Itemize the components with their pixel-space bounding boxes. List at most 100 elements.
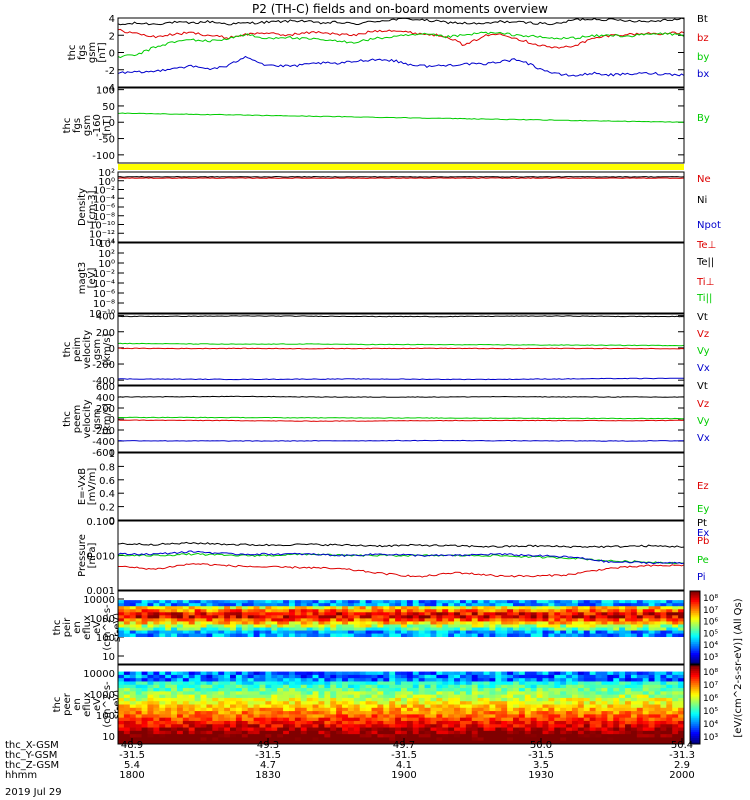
colorbar-label-0-3: 10⁵ xyxy=(703,629,718,639)
panel-fgs_dsl: thc fgs gsm -160 [nT] -100 -50 0 50 100 By xyxy=(62,86,710,164)
ylabel-peim_vel-3: gsm xyxy=(92,339,103,360)
ytick-peem_vel-5: 400 xyxy=(96,393,115,404)
colorbar-label-1-1: 10⁷ xyxy=(703,681,718,691)
xtick-0-3: 50.0 xyxy=(530,740,552,751)
xtick-2-0: 5.4 xyxy=(124,760,140,771)
ylabel-pressure-0: Pressure xyxy=(77,534,88,577)
series-pressure-1 xyxy=(118,563,685,578)
ytick-density-4: 10⁻⁶ xyxy=(93,203,115,214)
legend-efield-0: Ez xyxy=(697,481,709,492)
ylabel-efield-1: [mV/m] xyxy=(87,468,98,506)
xtick-2-4: 2.9 xyxy=(674,760,690,771)
series-peim_vel-2 xyxy=(117,342,685,347)
ylabel-peer-2: en xyxy=(72,698,83,711)
legend-peem_vel-2: Vy xyxy=(697,416,710,427)
legend-fgs-0: Bt xyxy=(697,14,708,25)
colorbar-label-1-4: 10⁴ xyxy=(703,720,718,730)
colorbar-0 xyxy=(689,590,701,665)
ytick-peer-0: 10000 xyxy=(83,669,115,680)
series-peim_vel-3 xyxy=(117,377,685,381)
frame-fgs xyxy=(117,17,685,88)
ylabel-peim_vel-4: [km/s] xyxy=(102,333,113,365)
legend-peim_vel-3: Vx xyxy=(697,363,710,374)
xtick-1-2: -31.5 xyxy=(391,750,417,761)
xtick-0-1: 49.3 xyxy=(257,740,279,751)
colorbar-label-1-3: 10⁵ xyxy=(703,707,718,717)
series-fgs-0 xyxy=(117,17,685,26)
ytick-pressure-2: 0.001 xyxy=(86,586,115,597)
ytick-fgs-0: -4 xyxy=(105,83,115,94)
ytick-peem_vel-3: 0 xyxy=(109,415,115,426)
colorbar-label-0-4: 10⁴ xyxy=(703,641,718,651)
ytick-density-2: 10⁻² xyxy=(93,186,115,197)
ytick-fgs-4: 4 xyxy=(109,14,115,25)
ylabel-peir-1: peir xyxy=(62,617,73,637)
ylabel-peim_vel-2: velocity xyxy=(82,330,93,369)
legend-peim_vel-1: Vz xyxy=(697,329,709,340)
ytick-density-3: 10⁻⁴ xyxy=(93,194,115,205)
series-peem_vel-1 xyxy=(117,419,685,422)
ytick-peer-3: 10 xyxy=(102,732,115,743)
series-pressure-3 xyxy=(117,550,685,565)
legend-density-2: Npot xyxy=(697,220,721,231)
xtick-3-4: 2000 xyxy=(669,770,694,781)
xtick-0-2: 49.7 xyxy=(393,740,415,751)
xtick-2-1: 4.7 xyxy=(260,760,276,771)
colorbar-label-0-5: 10³ xyxy=(703,653,718,663)
frame-peer xyxy=(117,664,685,745)
legend-pressure-2: Pe xyxy=(697,555,709,566)
legend-peem_vel-3: Vx xyxy=(697,433,710,444)
ylabel-temp-0: magt3 xyxy=(77,262,88,295)
ytick-temp-7: 10⁻¹⁰ xyxy=(89,309,115,320)
ytick-peim_vel-2: 0 xyxy=(109,344,115,355)
xtick-0-0: 48.9 xyxy=(121,740,143,751)
series-peem_vel-0 xyxy=(117,395,684,398)
ylabel-peir-4: eV xyxy=(92,621,103,634)
ytick-efield-2: 0.4 xyxy=(99,489,115,500)
panel-efield: E=-VxB [mV/m] 0 0.2 0.4 0.6 0.8 1 Ez Ey Ex xyxy=(77,449,709,539)
colorbar-label-0-2: 10⁶ xyxy=(703,618,718,628)
ytick-peir-2: 100 xyxy=(96,633,115,644)
legend-fgs-2: by xyxy=(697,52,709,63)
ytick-density-0: 10² xyxy=(98,168,115,179)
ytick-fgs_dsl-4: 100 xyxy=(96,86,115,97)
series-fgs-3 xyxy=(117,55,685,77)
legend-fgs-1: bz xyxy=(697,33,709,44)
xtick-0-4: 50.4 xyxy=(671,740,693,751)
ytick-fgs_dsl-1: -50 xyxy=(99,135,115,146)
colorbar-label-1-2: 10⁶ xyxy=(703,694,718,704)
colorbar-label-0-0: 10⁸ xyxy=(703,594,718,604)
ylabel-fgs_dsl-1: fgs xyxy=(72,118,83,133)
ytick-fgs-1: -2 xyxy=(105,66,115,77)
ylabel-fgs_dsl-4: [nT] xyxy=(102,115,113,135)
ylabel-peem_vel-2: velocity xyxy=(82,399,93,438)
series-peim_vel-1 xyxy=(118,347,685,350)
ylabel-peer-4: eV xyxy=(92,698,103,711)
colorbar-1 xyxy=(689,664,701,745)
ytick-peer-1: 1000 xyxy=(90,690,115,701)
frame-peem_vel xyxy=(117,385,685,453)
ylabel-peem_vel-4: [km/s] xyxy=(102,403,113,435)
ytick-peir-0: 10000 xyxy=(83,595,115,606)
xtick-1-3: -31.5 xyxy=(528,750,554,761)
legend-pressure-3: Pi xyxy=(697,572,706,583)
ylabel-peem_vel-1: peem xyxy=(72,405,83,433)
ytick-peir-3: 10 xyxy=(102,652,115,663)
heatmap-cells-peer xyxy=(118,671,685,745)
series-peem_vel-3 xyxy=(117,439,685,442)
legend-pressure-0: Pt xyxy=(697,518,707,529)
ytick-temp-0: 10⁴ xyxy=(98,239,115,250)
colorbar-label-1-0: 10⁸ xyxy=(703,668,718,678)
xrow-label-1: thc_Y-GSM xyxy=(5,750,57,761)
legend-temp-0: Te⊥ xyxy=(696,240,716,251)
xtick-1-1: -31.5 xyxy=(255,750,281,761)
ytick-peim_vel-0: -400 xyxy=(92,376,115,387)
legend-peem_vel-1: Vz xyxy=(697,399,709,410)
colorbar-label-1-5: 10³ xyxy=(703,733,718,743)
heatmap-cells-peir xyxy=(118,600,685,638)
ylabel-peim_vel-0: thc xyxy=(62,342,73,358)
frame-peir xyxy=(117,590,685,665)
